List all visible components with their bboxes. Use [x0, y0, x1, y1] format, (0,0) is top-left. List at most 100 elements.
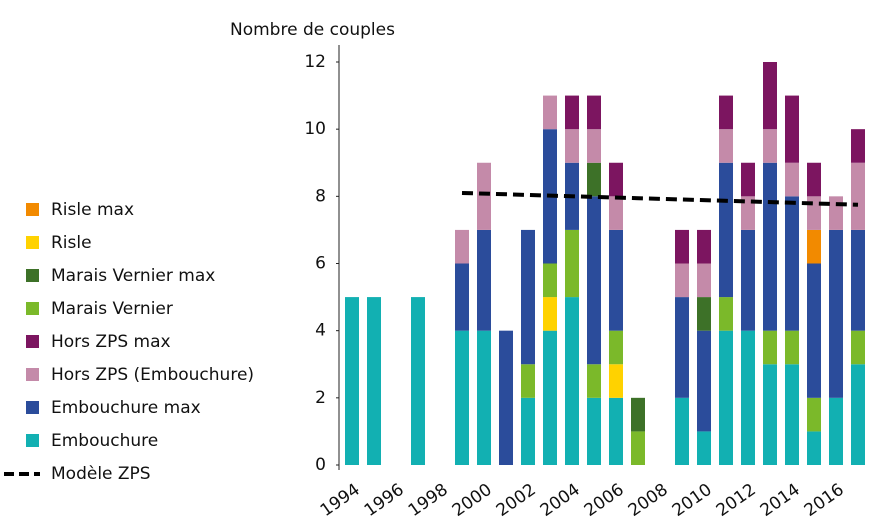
y-tick-label: 0 — [315, 455, 326, 475]
bar-segment — [543, 330, 557, 465]
bar-segment — [719, 330, 733, 465]
bar-segment — [587, 397, 601, 465]
legend-label: Marais Vernier max — [51, 266, 215, 286]
x-tick-label: 2006 — [581, 480, 628, 521]
bar-segment — [631, 397, 645, 432]
bar-segment — [675, 263, 689, 298]
bar-segment — [455, 330, 469, 465]
bar-segment — [763, 162, 777, 331]
bar-segment — [785, 162, 799, 197]
bar-segment — [675, 229, 689, 264]
bar-segment — [477, 330, 491, 465]
y-tick-label: 6 — [315, 254, 326, 274]
bar-segment — [587, 95, 601, 130]
legend-label: Risle max — [51, 200, 134, 220]
bar-segment — [807, 397, 821, 432]
legend-label: Hors ZPS (Embouchure) — [51, 365, 254, 385]
bar-segment — [851, 162, 865, 230]
bar-segment — [763, 330, 777, 365]
legend-label: Embouchure max — [51, 398, 201, 418]
legend-label: Marais Vernier — [51, 299, 173, 319]
bar-segment — [521, 229, 535, 365]
x-tick-label: 2008 — [625, 480, 672, 521]
y-tick-label: 4 — [315, 321, 326, 341]
bar-segment — [807, 162, 821, 197]
bar-segment — [741, 229, 755, 331]
bar-segment — [763, 364, 777, 465]
legend-label: Modèle ZPS — [51, 464, 151, 484]
x-tick-label: 2016 — [801, 480, 848, 521]
bar-segment — [851, 129, 865, 163]
bar-segment — [807, 263, 821, 398]
x-tick-label: 2004 — [537, 480, 584, 521]
legend-swatch — [26, 203, 39, 216]
bar-segment — [851, 330, 865, 365]
bar-segment — [829, 229, 843, 398]
trend-line — [461, 190, 859, 207]
bar-segment — [543, 95, 557, 130]
y-tick-label: 8 — [315, 186, 326, 206]
bar-segment — [697, 330, 711, 432]
x-tick-label: 2014 — [757, 480, 804, 521]
bar-segment — [631, 431, 645, 465]
bar-segment — [455, 229, 469, 264]
bar-segment — [697, 297, 711, 331]
legend-label: Embouchure — [51, 431, 158, 451]
bar-segment — [609, 229, 623, 331]
y-axis-label: Nombre de couples — [230, 20, 395, 40]
x-tick-label: 2002 — [493, 480, 540, 521]
bar-segment — [719, 129, 733, 163]
x-tick-label: 2010 — [669, 480, 716, 521]
bar-segment — [411, 297, 425, 465]
y-tick-label: 12 — [304, 52, 326, 72]
bar-segment — [807, 431, 821, 465]
bar-segment — [785, 196, 799, 331]
bar-segment — [499, 330, 513, 465]
y-tick-label: 2 — [315, 388, 326, 408]
bar-segment — [741, 330, 755, 465]
bar-segment — [697, 431, 711, 465]
bar-segment — [785, 364, 799, 465]
bar-segment — [829, 397, 843, 465]
bar-segment — [807, 229, 821, 264]
bar-segment — [565, 229, 579, 298]
legend-swatch — [26, 335, 39, 348]
bar-segment — [609, 162, 623, 197]
bar-segment — [367, 297, 381, 465]
bar-segment — [565, 129, 579, 163]
bar-segment — [741, 162, 755, 197]
bar-segment — [763, 129, 777, 163]
bar-segment — [345, 297, 359, 465]
legend-swatch — [26, 269, 39, 282]
bar-segment — [675, 397, 689, 465]
x-tick-label: 1994 — [317, 480, 364, 521]
x-tick-label: 2012 — [713, 480, 760, 521]
bar-segment — [543, 263, 557, 298]
bar-segment — [587, 162, 601, 197]
bar-segment — [719, 162, 733, 298]
bar-segment — [565, 297, 579, 465]
legend-swatch — [26, 401, 39, 414]
bar-segment — [763, 62, 777, 130]
bar-segment — [785, 330, 799, 365]
legend-swatch — [26, 236, 39, 249]
x-tick-label: 1998 — [405, 480, 452, 521]
bar-segment — [785, 95, 799, 163]
bar-segment — [697, 229, 711, 264]
x-tick-label: 1996 — [361, 480, 408, 521]
bar-segment — [587, 196, 601, 365]
bar-segment — [521, 397, 535, 465]
bar-segment — [609, 330, 623, 365]
bar-segment — [851, 364, 865, 465]
bar-segment — [587, 364, 601, 398]
y-tick-label: 10 — [304, 119, 326, 139]
legend-swatch — [26, 368, 39, 381]
legend-label: Risle — [51, 233, 92, 253]
x-tick-label: 2000 — [449, 480, 496, 521]
bar-segment — [675, 297, 689, 398]
bar-segment — [697, 263, 711, 298]
bar-segment — [477, 229, 491, 331]
bar-segment — [851, 229, 865, 331]
bar-segment — [609, 196, 623, 230]
legend-label: Hors ZPS max — [51, 332, 171, 352]
